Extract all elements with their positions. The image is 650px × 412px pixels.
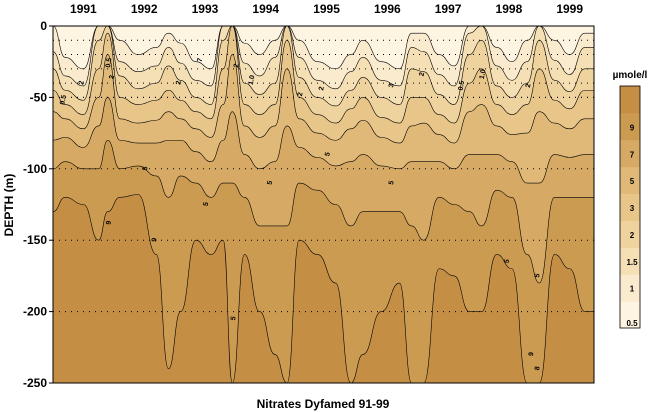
- legend-level-1.5: 1.5: [626, 258, 638, 267]
- plot-frame: [52, 25, 595, 384]
- year-label-1999: 1999: [556, 2, 583, 16]
- contour-label: 9: [528, 352, 536, 357]
- contour-label: 5: [230, 316, 238, 321]
- contour-label: 1.0: [479, 69, 488, 80]
- fill-band-0: [53, 26, 594, 69]
- contour-label: 5: [534, 273, 542, 278]
- contour-lines: [53, 26, 594, 383]
- contour-label: 0.5: [59, 94, 68, 105]
- contour-label: 3: [388, 83, 396, 88]
- year-label-1992: 1992: [131, 2, 158, 16]
- contour-fills: [53, 26, 594, 383]
- contour-label: 2: [318, 86, 326, 91]
- contour-label: 1.0: [248, 75, 257, 86]
- contour-line-1: [53, 26, 594, 90]
- legend-level-0.5: 0.5: [626, 319, 638, 328]
- legend-frame: [619, 85, 641, 329]
- contour-labels: 2 0.5 2 0.5 7 2 2 1.0 2 2 3 2 0.5 1.0 2 5 5 5 5 5 5 5 9 9 8 9 5: [59, 57, 541, 371]
- contour-label: 0.5: [105, 57, 114, 68]
- contour-label: 7: [197, 57, 205, 62]
- y-tick-label: -50: [30, 90, 48, 104]
- y-axis-ticks: 0 -50 -100 -150 -200 -250: [23, 19, 53, 390]
- year-label-1993: 1993: [192, 2, 219, 16]
- legend-swatch-5: [620, 166, 640, 195]
- legend-level-2: 2: [630, 231, 635, 240]
- y-tick-label: 0: [40, 19, 47, 33]
- contour-line-5: [53, 97, 594, 184]
- contour-line-7: [53, 194, 594, 383]
- year-labels: 1991 1992 1993 1994 1995 1996 1997 1998 1999: [70, 2, 583, 16]
- year-label-1994: 1994: [252, 2, 279, 16]
- contour-label: 2: [109, 75, 117, 80]
- contour-label: 8: [534, 366, 542, 371]
- legend-level-1: 1: [630, 285, 635, 294]
- dotted-grid: [53, 39, 594, 313]
- chart-title: Nitrates Dyfamed 91-99: [257, 397, 390, 411]
- contour-label: 5: [388, 180, 396, 185]
- contour-label: 0.5: [458, 80, 467, 91]
- contour-label: 9: [151, 237, 159, 242]
- contour-label: 5: [267, 180, 275, 185]
- contour-label: 2: [297, 92, 305, 97]
- year-label-1996: 1996: [374, 2, 401, 16]
- year-label-1995: 1995: [313, 2, 340, 16]
- contour-line-2: [53, 26, 594, 107]
- contour-label: 5: [142, 166, 150, 171]
- contour-label: 2: [175, 80, 183, 85]
- legend-level-9: 9: [630, 123, 635, 132]
- contour-label: 2: [78, 80, 86, 85]
- legend-level-7: 7: [630, 150, 635, 159]
- contour-line-6: [53, 139, 594, 284]
- y-tick-label: -150: [23, 233, 47, 247]
- color-legend: µmole/l 0.5 1 1.5 2 3 5 7 9: [613, 70, 648, 329]
- legend-title: µmole/l: [613, 70, 648, 81]
- year-label-1991: 1991: [70, 2, 97, 16]
- legend-swatch-6: [620, 139, 640, 168]
- contour-label: 9: [105, 220, 113, 225]
- y-axis-label: DEPTH (m): [2, 174, 16, 237]
- contour-line-0: [53, 26, 594, 70]
- year-label-1997: 1997: [435, 2, 462, 16]
- year-label-1998: 1998: [496, 2, 523, 16]
- legend-level-5: 5: [630, 177, 635, 186]
- legend-swatch-2: [620, 247, 640, 275]
- legend-swatch-4: [620, 193, 640, 221]
- contour-line-4: [53, 54, 594, 144]
- y-tick-label: -250: [23, 376, 47, 390]
- legend-swatch-7: [620, 112, 640, 141]
- legend-swatch-3: [620, 220, 640, 248]
- contour-line-3: [53, 26, 594, 124]
- contour-label: 5: [203, 202, 211, 207]
- contour-label: 5: [504, 259, 512, 264]
- contour-label: 2: [233, 63, 241, 68]
- legend-level-3: 3: [630, 204, 635, 213]
- legend-swatch-8: [620, 86, 640, 114]
- contour-label: 2: [419, 72, 427, 77]
- legend-swatch-1: [620, 274, 640, 302]
- y-tick-label: -200: [23, 305, 47, 319]
- y-tick-label: -100: [23, 162, 47, 176]
- legend-swatch-0: [620, 301, 640, 329]
- contour-label: 2: [525, 83, 533, 88]
- contour-label: 5: [324, 152, 332, 157]
